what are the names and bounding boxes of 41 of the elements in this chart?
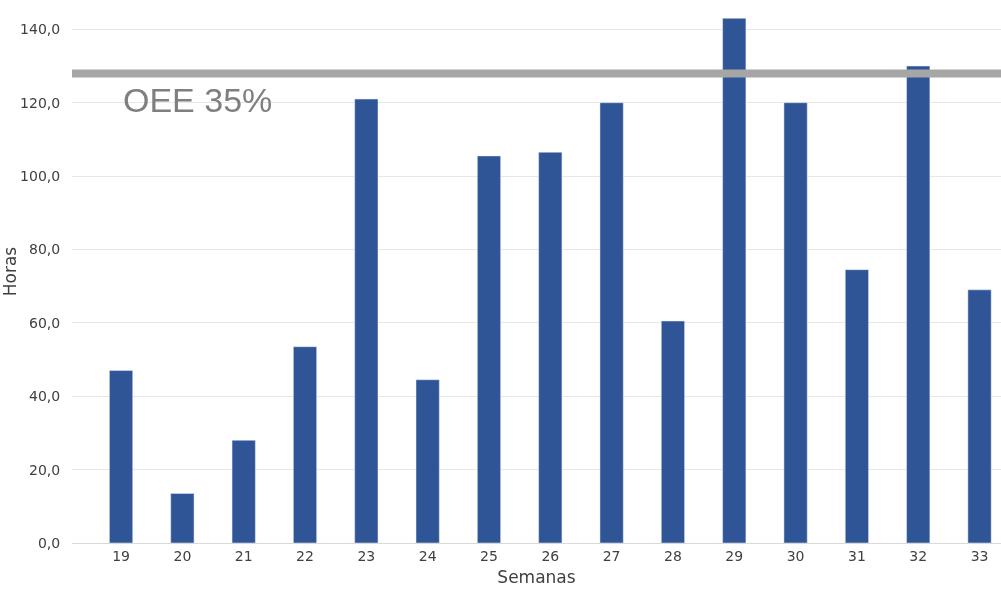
x-tick-label: 30 [786,547,805,564]
ref-line-label: OEE 35% [123,81,273,119]
x-tick-label: 31 [847,547,866,564]
bar [477,155,501,543]
bar [538,152,563,543]
y-tick-label: 120,0 [20,94,61,111]
bar [599,102,624,543]
bar [354,98,379,543]
x-tick-label: 32 [909,547,928,564]
bar [293,346,317,543]
y-tick-label: 140,0 [20,21,61,38]
y-tick-label: 60,0 [29,314,61,331]
bar [845,269,869,543]
y-tick-label: 80,0 [29,241,61,258]
bar [722,18,747,543]
x-tick-label: 23 [357,547,376,564]
y-axis-title: Horas [0,246,20,297]
x-tick-label: 21 [234,547,253,564]
x-tick-label: 29 [725,547,744,564]
bar [661,320,685,543]
bar [783,102,808,543]
bar [967,289,992,543]
y-tick-label: 20,0 [29,461,61,478]
x-tick-label: 25 [480,547,498,564]
y-tick-label: 40,0 [29,388,61,405]
x-axis-title: Semanas [497,567,576,588]
y-tick-label: 0,0 [37,534,61,551]
bar [415,379,440,543]
bar [170,493,195,543]
x-tick-label: 22 [296,547,314,564]
x-tick-label: 27 [602,547,621,564]
x-tick-label: 28 [664,547,682,564]
x-tick-label: 33 [970,547,989,564]
bar [231,440,256,543]
x-tick-label: 26 [541,547,560,564]
bar [109,370,133,543]
x-tick-label: 20 [173,547,192,564]
x-tick-label: 24 [418,547,437,564]
bar [906,65,931,543]
x-tick-label: 19 [112,547,130,564]
y-tick-label: 100,0 [20,168,61,185]
